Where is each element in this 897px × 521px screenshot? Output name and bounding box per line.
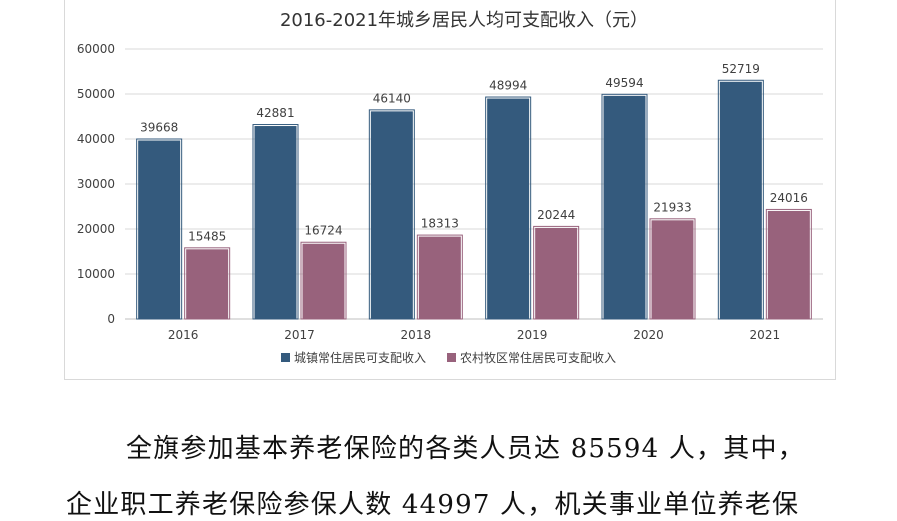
- paragraph-line-2: 企业职工养老保险参保人数 44997 人，机关事业单位养老保: [66, 490, 800, 520]
- bar-urban: [138, 140, 181, 319]
- bar-urban: [719, 81, 762, 320]
- bar-urban: [487, 98, 530, 319]
- data-label: 48994: [489, 79, 527, 93]
- data-label: 15485: [188, 229, 226, 243]
- x-tick-label: 2019: [517, 328, 548, 342]
- y-tick-label: 50000: [77, 87, 115, 101]
- bar-rural: [535, 227, 578, 319]
- data-label: 21933: [653, 200, 691, 214]
- chart-title: 2016-2021年城乡居民人均可支配收入（元）: [280, 10, 648, 31]
- y-tick-label: 40000: [77, 132, 115, 146]
- y-tick-label: 10000: [77, 267, 115, 281]
- bar-rural: [418, 236, 461, 319]
- bar-chart: 2016-2021年城乡居民人均可支配收入（元） 0 10000 20000 30000…: [77, 10, 823, 365]
- x-tick-label: 2018: [401, 328, 432, 342]
- data-label: 20244: [537, 208, 575, 222]
- bar-urban: [370, 111, 413, 320]
- legend-swatch-urban: [281, 353, 290, 362]
- bar-rural: [302, 243, 345, 319]
- data-label: 52719: [722, 62, 760, 76]
- bar-urban: [254, 126, 297, 320]
- bar-urban: [603, 95, 646, 320]
- bar-rural: [186, 249, 229, 319]
- x-tick-label: 2017: [284, 328, 315, 342]
- data-label: 16724: [304, 224, 342, 238]
- data-label: 46140: [373, 91, 411, 105]
- paragraph-line-1: 全旗参加基本养老保险的各类人员达 85594 人，其中，: [126, 434, 805, 464]
- data-label: 49594: [605, 76, 643, 90]
- data-label: 18313: [421, 217, 459, 231]
- x-tick-label: 2020: [633, 328, 664, 342]
- legend-label-urban: 城镇常住居民可支配收入: [294, 351, 426, 365]
- y-tick-label: 60000: [77, 42, 115, 56]
- legend-swatch-rural: [447, 353, 456, 362]
- chart-frame: 2016-2021年城乡居民人均可支配收入（元） 0 10000 20000 30000…: [64, 0, 836, 380]
- x-tick-label: 2016: [168, 328, 199, 342]
- bar-rural: [651, 220, 694, 319]
- legend-label-rural: 农村牧区常住居民可支配收入: [460, 351, 616, 365]
- x-tick-label: 2021: [750, 328, 781, 342]
- data-label: 24016: [770, 191, 808, 205]
- y-tick-label: 30000: [77, 177, 115, 191]
- data-label: 39668: [140, 120, 178, 134]
- y-tick-label: 0: [107, 312, 115, 326]
- y-tick-label: 20000: [77, 222, 115, 236]
- bar-rural: [767, 210, 810, 319]
- data-label: 42881: [256, 106, 294, 120]
